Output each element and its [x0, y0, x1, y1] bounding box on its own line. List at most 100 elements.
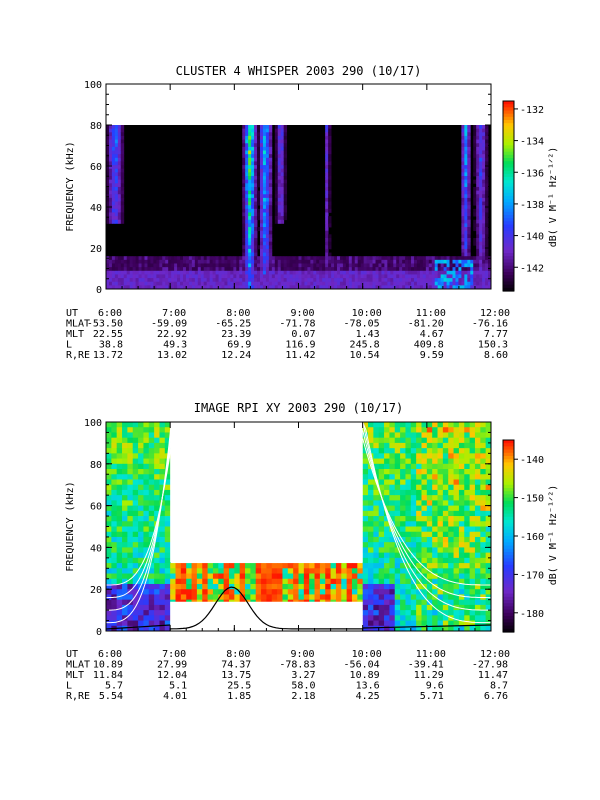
- spectrogram-cell: [295, 281, 299, 286]
- spectrogram-cell: [325, 150, 329, 155]
- spectrogram-cell: [464, 165, 468, 170]
- spectrogram-cell: [156, 285, 160, 290]
- spectrogram-cell: [262, 278, 267, 283]
- spectrogram-cell: [265, 256, 270, 261]
- spectrogram-cell: [400, 479, 406, 486]
- spectrogram-cell: [132, 278, 137, 283]
- spectrogram-cell: [245, 223, 249, 228]
- spectrogram-cell: [473, 194, 477, 199]
- spectrogram-cell: [265, 165, 270, 170]
- spectrogram-cell: [362, 573, 369, 580]
- spectrogram-cell: [132, 432, 139, 439]
- spectrogram-cell: [331, 285, 335, 290]
- spectrogram-cell: [485, 241, 489, 246]
- spectrogram-cell: [426, 495, 433, 501]
- spectrogram-cell: [127, 432, 134, 439]
- spectrogram-cell: [257, 208, 261, 213]
- spectrogram-cell: [245, 183, 249, 188]
- spectrogram-cell: [341, 578, 348, 585]
- spectrogram-cell: [262, 157, 267, 162]
- spectrogram-cell: [453, 557, 460, 564]
- ephemeris-value: 10.54: [350, 350, 380, 361]
- spectrogram-cell: [389, 604, 396, 611]
- spectrogram-cell: [389, 599, 396, 606]
- spectrogram-cell: [122, 437, 128, 444]
- spectrogram-cell: [233, 259, 237, 264]
- spectrogram-cell: [485, 448, 492, 454]
- spectrogram-cell: [328, 197, 332, 202]
- spectrogram-cell: [480, 479, 487, 486]
- spectrogram-cell: [236, 256, 240, 261]
- spectrogram-cell: [449, 259, 453, 264]
- spectrogram-cell: [251, 183, 255, 188]
- spectrogram-cell: [354, 281, 359, 286]
- spectrogram-cell: [154, 563, 160, 569]
- spectrogram-cell: [469, 573, 476, 580]
- spectrogram-cell: [260, 143, 264, 148]
- ephemeris-value: 8:00: [226, 649, 250, 660]
- spectrogram-cell: [440, 285, 445, 290]
- spectrogram-cell: [114, 143, 119, 148]
- spectrogram-cell: [143, 610, 150, 616]
- spectrogram-cell: [268, 212, 273, 217]
- spectrogram-cell: [242, 278, 246, 283]
- spectrogram-cell: [197, 285, 202, 290]
- spectrogram-cell: [405, 625, 412, 632]
- spectrogram-cell: [106, 453, 112, 459]
- spectrogram-cell: [362, 547, 369, 554]
- spectrogram-cell: [416, 589, 422, 595]
- spectrogram-cell: [138, 432, 144, 439]
- spectrogram-cell: [325, 139, 329, 144]
- spectrogram-cell: [116, 510, 123, 517]
- spectrogram-cell: [236, 274, 240, 279]
- spectrogram-cell: [400, 599, 406, 606]
- spectrogram-cell: [421, 531, 428, 538]
- chart-title: IMAGE RPI XY 2003 290 (10/17): [194, 401, 404, 415]
- y-tick-label: 20: [90, 244, 102, 255]
- spectrogram-cell: [164, 505, 171, 512]
- spectrogram-cell: [122, 463, 128, 470]
- spectrogram-cell: [476, 139, 480, 144]
- spectrogram-cell: [265, 274, 270, 279]
- spectrogram-cell: [265, 179, 270, 184]
- spectrogram-cell: [283, 143, 288, 148]
- spectrogram-cell: [476, 278, 480, 283]
- spectrogram-cell: [384, 489, 390, 496]
- spectrogram-cell: [461, 168, 465, 173]
- spectrogram-cell: [248, 183, 252, 188]
- spectrogram-cell: [458, 448, 465, 454]
- spectrogram-cell: [108, 201, 113, 206]
- spectrogram-cell: [325, 270, 329, 275]
- spectrogram-cell: [170, 568, 176, 574]
- spectrogram-cell: [162, 256, 166, 261]
- spectrogram-cell: [394, 625, 401, 632]
- ephemeris-row-label: L: [66, 681, 72, 692]
- spectrogram-cell: [351, 583, 358, 590]
- spectrogram-cell: [138, 267, 142, 272]
- ephemeris-value: 150.3: [478, 340, 508, 351]
- spectrogram-cell: [295, 259, 299, 264]
- spectrogram-cell: [437, 552, 444, 559]
- spectrogram-cell: [394, 422, 401, 428]
- spectrogram-cell: [357, 589, 364, 595]
- spectrogram-cell: [108, 183, 113, 188]
- spectrogram-cell: [458, 458, 465, 465]
- spectrogram-cell: [368, 563, 374, 569]
- spectrogram-cell: [467, 230, 471, 235]
- spectrogram-cell: [277, 154, 282, 159]
- spectrogram-cell: [251, 186, 255, 191]
- spectrogram-cell: [479, 237, 483, 243]
- spectrogram-cell: [384, 437, 390, 444]
- spectrogram-cell: [171, 270, 175, 275]
- spectrogram-cell: [197, 274, 202, 279]
- spectrogram-cell: [453, 453, 460, 459]
- spectrogram-cell: [132, 573, 139, 580]
- spectrogram-cell: [126, 285, 131, 290]
- spectrogram-cell: [408, 270, 412, 275]
- spectrogram-cell: [437, 484, 444, 491]
- spectrogram-cell: [248, 252, 252, 257]
- spectrogram-cell: [116, 479, 123, 486]
- spectrogram-cell: [381, 274, 385, 279]
- spectrogram-cell: [159, 615, 166, 621]
- spectrogram-cell: [248, 172, 252, 177]
